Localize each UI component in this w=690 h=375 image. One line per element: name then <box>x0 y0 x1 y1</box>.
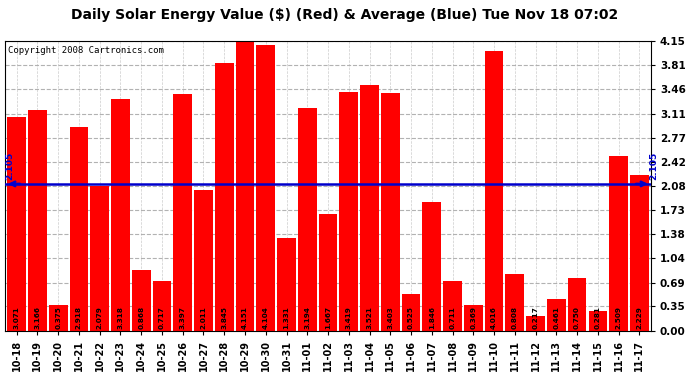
Bar <box>402 294 420 331</box>
Bar <box>609 156 628 331</box>
Bar <box>464 305 483 331</box>
Text: 2.918: 2.918 <box>76 306 82 329</box>
Bar <box>506 274 524 331</box>
Text: 0.750: 0.750 <box>574 306 580 329</box>
Text: 0.217: 0.217 <box>533 306 539 329</box>
Text: 3.071: 3.071 <box>14 306 19 329</box>
Text: 1.846: 1.846 <box>428 306 435 329</box>
Text: 2.079: 2.079 <box>97 306 103 329</box>
Bar <box>298 108 317 331</box>
Text: Copyright 2008 Cartronics.com: Copyright 2008 Cartronics.com <box>8 46 164 55</box>
Text: 2.105: 2.105 <box>5 152 14 180</box>
Bar <box>630 175 649 331</box>
Bar <box>215 63 234 331</box>
Text: 0.808: 0.808 <box>512 306 518 329</box>
Bar <box>360 85 379 331</box>
Bar <box>277 238 296 331</box>
Bar <box>381 93 400 331</box>
Text: 2.509: 2.509 <box>615 306 622 329</box>
Text: 3.397: 3.397 <box>179 306 186 329</box>
Bar <box>257 45 275 331</box>
Bar <box>70 127 88 331</box>
Text: 0.369: 0.369 <box>471 306 476 329</box>
Text: Daily Solar Energy Value ($) (Red) & Average (Blue) Tue Nov 18 07:02: Daily Solar Energy Value ($) (Red) & Ave… <box>71 8 619 21</box>
Text: 3.403: 3.403 <box>387 306 393 329</box>
Text: 4.151: 4.151 <box>242 306 248 329</box>
Bar <box>589 311 607 331</box>
Bar <box>152 281 171 331</box>
Bar <box>339 92 358 331</box>
Bar <box>111 99 130 331</box>
Text: 3.845: 3.845 <box>221 306 227 329</box>
Bar <box>173 94 192 331</box>
Text: 0.375: 0.375 <box>55 306 61 329</box>
Bar <box>547 298 566 331</box>
Bar <box>132 270 150 331</box>
Text: 0.717: 0.717 <box>159 306 165 329</box>
Text: 3.419: 3.419 <box>346 306 352 329</box>
Text: 4.104: 4.104 <box>263 306 268 329</box>
Text: 0.868: 0.868 <box>138 306 144 329</box>
Bar <box>443 281 462 331</box>
Bar <box>236 41 255 331</box>
Bar <box>422 202 441 331</box>
Bar <box>568 278 586 331</box>
Bar <box>28 110 47 331</box>
Text: 0.711: 0.711 <box>450 306 455 329</box>
Text: 2.105: 2.105 <box>649 152 658 180</box>
Text: 3.318: 3.318 <box>117 306 124 329</box>
Text: 3.166: 3.166 <box>34 306 41 329</box>
Text: 3.521: 3.521 <box>366 306 373 329</box>
Bar <box>90 186 109 331</box>
Text: 0.461: 0.461 <box>553 306 560 329</box>
Bar <box>319 214 337 331</box>
Bar <box>526 315 545 331</box>
Bar <box>49 304 68 331</box>
Text: 2.011: 2.011 <box>201 306 206 329</box>
Text: 1.331: 1.331 <box>284 306 290 329</box>
Bar <box>194 190 213 331</box>
Text: 2.229: 2.229 <box>636 306 642 329</box>
Text: 0.281: 0.281 <box>595 306 601 329</box>
Text: 0.525: 0.525 <box>408 306 414 329</box>
Text: 4.016: 4.016 <box>491 306 497 329</box>
Text: 3.194: 3.194 <box>304 306 310 329</box>
Bar <box>485 51 504 331</box>
Bar <box>8 117 26 331</box>
Text: 1.667: 1.667 <box>325 306 331 329</box>
